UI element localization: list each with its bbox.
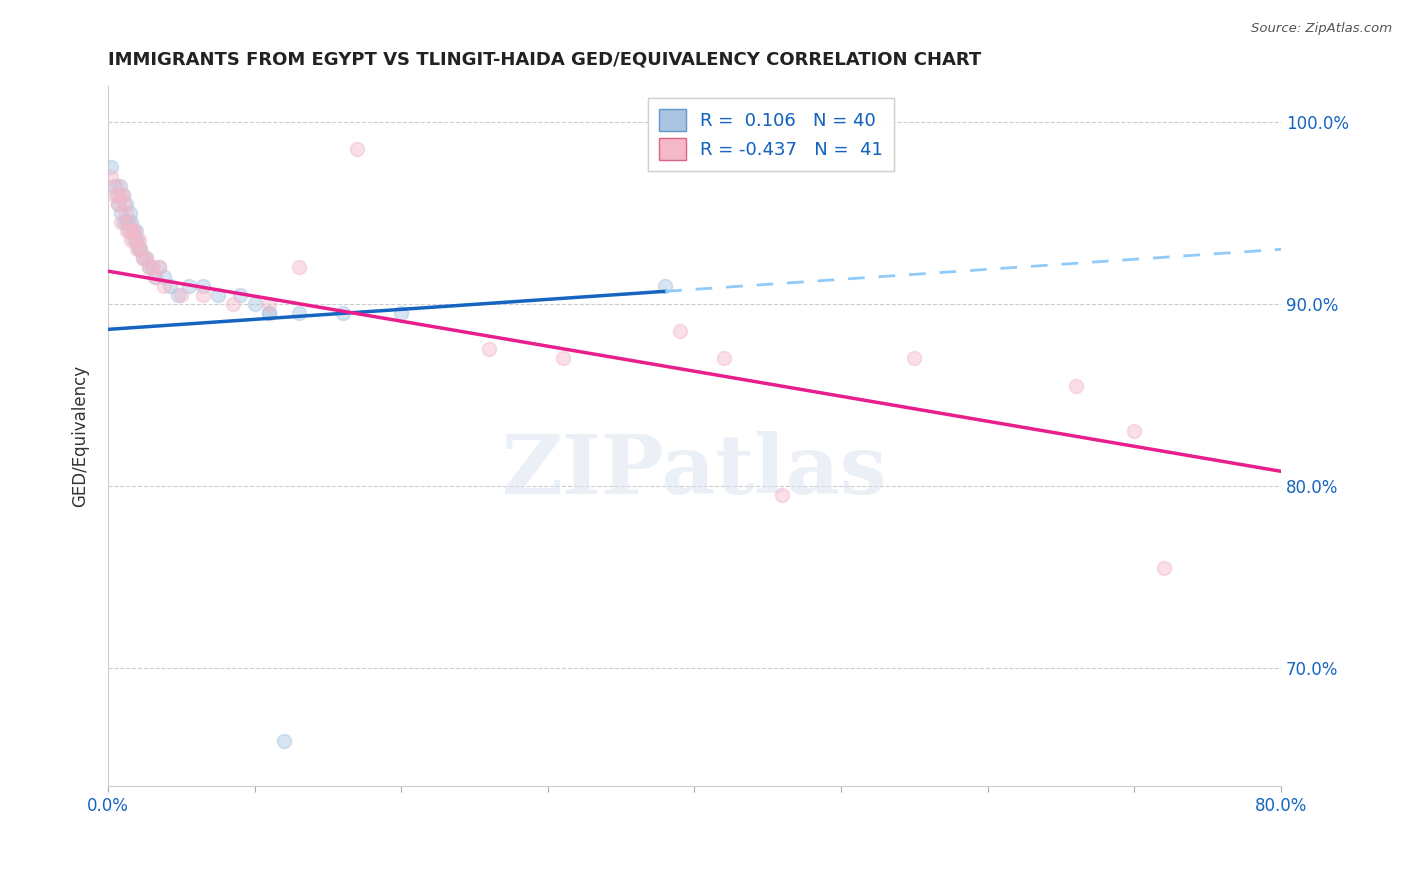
Point [132, 252, 155, 266]
Point [551, 351, 574, 366]
Point [135, 252, 157, 266]
Point [129, 242, 152, 256]
Point [273, 733, 295, 747]
Point [148, 260, 170, 275]
Point [115, 215, 138, 229]
Point [127, 242, 149, 256]
Point [346, 142, 368, 156]
Point [128, 233, 150, 247]
Point [141, 260, 163, 275]
Point [115, 224, 138, 238]
Point [1153, 561, 1175, 575]
Point [478, 343, 501, 357]
Point [108, 187, 131, 202]
Point [287, 260, 309, 275]
Point [193, 287, 215, 301]
Point [167, 287, 190, 301]
Point [259, 306, 281, 320]
Point [259, 306, 281, 320]
Point [112, 215, 135, 229]
Point [138, 260, 160, 275]
Point [143, 269, 166, 284]
Point [243, 297, 266, 311]
Point [259, 297, 281, 311]
Point [124, 233, 146, 247]
Point [124, 224, 146, 238]
Point [1123, 424, 1146, 438]
Point [207, 287, 229, 301]
Point [159, 278, 181, 293]
Point [332, 306, 354, 320]
Text: Source: ZipAtlas.com: Source: ZipAtlas.com [1251, 22, 1392, 36]
Point [669, 324, 692, 338]
Point [105, 187, 128, 202]
Point [193, 278, 215, 293]
Point [111, 187, 134, 202]
Point [148, 260, 170, 275]
Point [120, 233, 142, 247]
Point [127, 233, 149, 247]
Point [152, 269, 174, 284]
Point [105, 178, 128, 193]
Point [129, 242, 152, 256]
Text: IMMIGRANTS FROM EGYPT VS TLINGIT-HAIDA GED/EQUIVALENCY CORRELATION CHART: IMMIGRANTS FROM EGYPT VS TLINGIT-HAIDA G… [108, 51, 981, 69]
Point [141, 260, 163, 275]
Point [108, 178, 131, 193]
Point [110, 215, 132, 229]
Point [114, 206, 136, 220]
Point [143, 269, 166, 284]
Point [112, 196, 135, 211]
Text: ZIPatlas: ZIPatlas [502, 431, 887, 511]
Point [122, 224, 145, 238]
Point [114, 196, 136, 211]
Point [120, 215, 142, 229]
Point [117, 224, 139, 238]
Point [1064, 378, 1087, 392]
Point [170, 287, 193, 301]
Point [110, 206, 132, 220]
Point [117, 215, 139, 229]
Point [107, 196, 129, 211]
Point [713, 351, 735, 366]
Point [132, 252, 155, 266]
Point [152, 278, 174, 293]
Point [128, 242, 150, 256]
Point [654, 278, 676, 293]
Legend: R =  0.106   N = 40, R = -0.437   N =  41: R = 0.106 N = 40, R = -0.437 N = 41 [648, 98, 894, 171]
Point [103, 178, 125, 193]
Point [177, 278, 200, 293]
Point [122, 224, 145, 238]
Y-axis label: GED/Equivalency: GED/Equivalency [72, 365, 89, 507]
Point [118, 206, 141, 220]
Point [111, 187, 134, 202]
Point [287, 306, 309, 320]
Point [221, 297, 243, 311]
Point [118, 224, 141, 238]
Point [138, 260, 160, 275]
Point [772, 488, 794, 502]
Point [100, 161, 122, 175]
Point [100, 169, 122, 184]
Point [903, 351, 925, 366]
Point [229, 287, 252, 301]
Point [107, 196, 129, 211]
Point [389, 306, 412, 320]
Point [125, 233, 148, 247]
Point [125, 224, 148, 238]
Point [135, 252, 157, 266]
Point [103, 187, 125, 202]
